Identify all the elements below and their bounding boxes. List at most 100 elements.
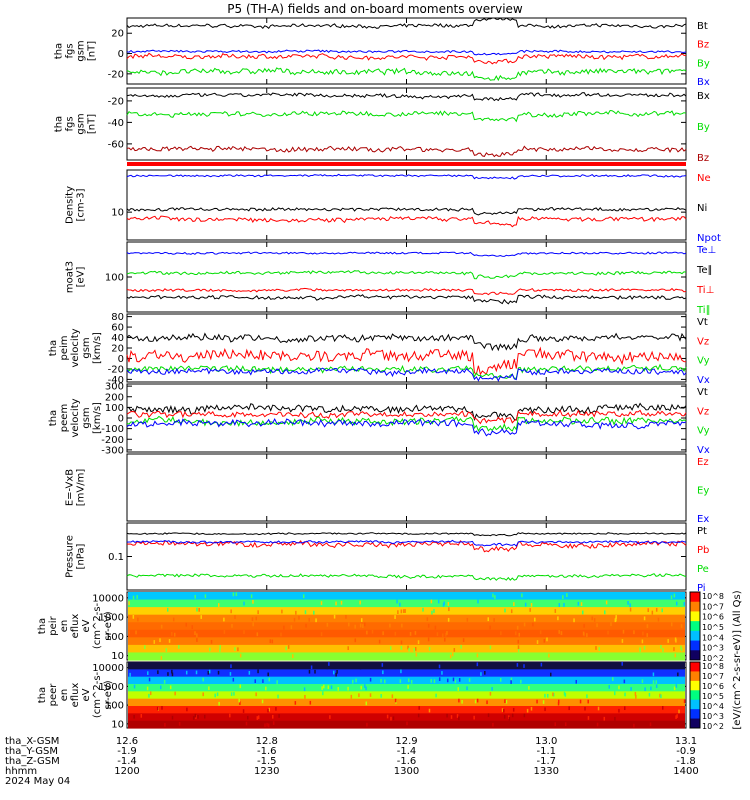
panel-ylabel: thapeimvelocitygsm[km/s] xyxy=(48,328,103,367)
spectrogram-speck xyxy=(524,602,527,607)
spectrogram-speck xyxy=(673,647,675,651)
spectrogram-speck xyxy=(382,670,384,675)
spectrogram-speck xyxy=(564,722,567,727)
colorbar-swatch xyxy=(690,699,700,710)
spectrogram-band xyxy=(128,592,685,601)
panel-3: Density[cm-3] 10 Ne Ni Npot xyxy=(65,169,721,244)
colorbar-swatch xyxy=(690,671,700,682)
spectrogram-speck xyxy=(530,706,533,711)
spectrogram-speck xyxy=(202,692,204,697)
panel-frame xyxy=(126,383,687,453)
spectrogram-speck xyxy=(489,625,491,630)
colorbar-swatch xyxy=(690,601,700,612)
spectrogram-speck xyxy=(476,653,479,658)
spectrogram-speck xyxy=(163,680,166,684)
spectrogram-speck xyxy=(298,615,300,620)
spectrogram-speck xyxy=(328,662,330,666)
spectrogram-speck xyxy=(171,631,173,636)
spectrogram-band xyxy=(128,676,685,685)
spectrogram-speck xyxy=(614,691,616,696)
spectrogram-speck xyxy=(510,609,513,614)
series-line-te⊥ xyxy=(126,251,687,257)
spectrogram-speck xyxy=(451,652,454,657)
spectrogram-speck xyxy=(446,678,449,683)
spectrogram-speck xyxy=(380,679,382,683)
spectrogram-speck xyxy=(268,707,271,712)
spectrogram-speck xyxy=(510,680,512,684)
spectrogram-speck xyxy=(252,622,254,627)
series-line-ti⊥ xyxy=(126,287,687,296)
spectrogram-speck xyxy=(196,633,198,638)
spectrogram-speck xyxy=(512,707,515,712)
spectrogram-speck xyxy=(146,686,149,691)
spectrogram-speck xyxy=(302,594,305,599)
spectrogram-speck xyxy=(535,595,538,599)
spectrogram-speck xyxy=(360,685,362,690)
spectrogram-speck xyxy=(315,618,317,623)
spectrogram-speck xyxy=(573,618,575,623)
spectrogram-speck xyxy=(536,699,538,704)
colorbar: 10^810^710^610^510^410^310^210^810^710^6… xyxy=(689,591,724,731)
colorbar-swatch xyxy=(690,611,700,622)
spectrogram-speck xyxy=(675,715,677,720)
spectrogram-speck xyxy=(624,706,626,711)
spectrogram-speck xyxy=(359,665,362,670)
spectrogram-speck xyxy=(603,716,606,721)
spectrogram-speck xyxy=(577,601,580,606)
spectrogram-speck xyxy=(678,709,680,714)
y-tick-label: 10 xyxy=(111,719,124,730)
spectrogram-speck xyxy=(458,698,460,703)
spectrogram-speck xyxy=(408,647,410,652)
y-tick-label: -20 xyxy=(108,364,124,375)
y-tick-label: 80 xyxy=(111,312,124,323)
spectrogram-speck xyxy=(277,694,279,699)
legend-ne: Ne xyxy=(697,173,711,184)
spectrogram-speck xyxy=(390,716,392,721)
date-label: 2024 May 04 xyxy=(5,776,70,787)
xaxis-value: -1.1 xyxy=(536,746,556,757)
y-tick-label: 10000 xyxy=(92,593,124,604)
colorbar-frame xyxy=(689,591,701,661)
colorbar-tick-label: 10^3 xyxy=(702,712,724,721)
spectrogram-speck xyxy=(587,716,590,720)
panel-ylabel: E=-VxB[mV/m] xyxy=(65,469,87,507)
colorbar-swatch xyxy=(690,630,700,642)
spectrogram-speck xyxy=(171,715,174,720)
y-tick-label: 200 xyxy=(105,392,124,403)
spectrogram-speck xyxy=(231,624,233,628)
spectrogram-band xyxy=(128,684,685,692)
xaxis-value: -0.9 xyxy=(676,746,696,757)
spectrogram-speck xyxy=(255,616,258,621)
spectrogram-speck xyxy=(314,669,316,674)
spectrogram-speck xyxy=(309,700,312,705)
spectrogram-speck xyxy=(257,610,259,615)
spectrogram-speck xyxy=(340,600,343,605)
spectrogram-speck xyxy=(280,632,282,637)
spectrogram-speck xyxy=(399,662,402,667)
xaxis-value: 13.1 xyxy=(675,736,697,747)
spectrogram-speck xyxy=(643,645,646,650)
spectrogram-speck xyxy=(641,679,644,684)
spectrogram-speck xyxy=(546,693,549,698)
spectrogram-speck xyxy=(149,654,151,659)
spectrogram-speck xyxy=(245,721,248,726)
spectrogram-band xyxy=(128,713,685,722)
spectrogram-speck xyxy=(676,714,678,718)
spectrogram-speck xyxy=(144,645,146,650)
spectrogram-speck xyxy=(552,692,555,697)
y-tick-label: 100 xyxy=(105,701,124,712)
spectrogram-speck xyxy=(543,638,546,643)
spectrogram-speck xyxy=(452,677,455,682)
spectrogram-speck xyxy=(648,692,651,697)
series-line-pi xyxy=(126,539,687,547)
spectrogram-speck xyxy=(492,653,495,657)
legend-ni: Ni xyxy=(697,203,707,214)
spectrogram-speck xyxy=(526,708,529,713)
spectrogram-speck xyxy=(366,722,368,727)
spectrogram-speck xyxy=(499,678,502,682)
spectrogram-speck xyxy=(391,694,394,699)
spectrogram-speck xyxy=(437,599,440,604)
xaxis-value: 1200 xyxy=(114,766,139,777)
spectrogram-speck xyxy=(390,646,392,651)
